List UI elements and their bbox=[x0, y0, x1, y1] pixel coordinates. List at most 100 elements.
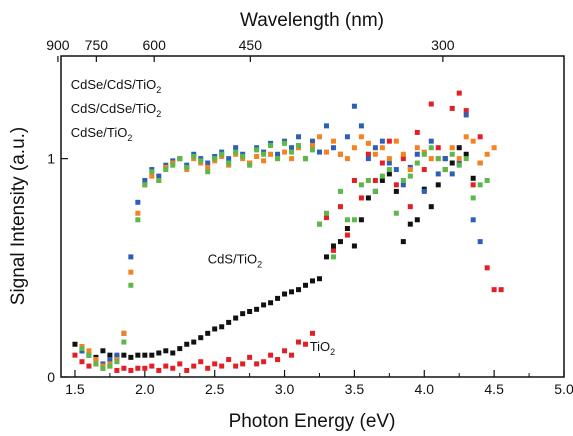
data-point bbox=[379, 145, 385, 151]
data-point bbox=[184, 341, 190, 347]
data-point bbox=[400, 239, 406, 245]
data-point bbox=[393, 138, 399, 144]
top-tick-label: 750 bbox=[85, 37, 109, 53]
data-point bbox=[261, 302, 267, 308]
data-point bbox=[435, 156, 441, 162]
x-tick-label: 2.5 bbox=[205, 381, 225, 397]
data-point bbox=[114, 367, 120, 373]
data-point bbox=[198, 335, 204, 341]
data-point bbox=[365, 156, 371, 162]
data-point bbox=[205, 365, 211, 371]
top-tick-label: 300 bbox=[431, 37, 455, 53]
data-point bbox=[365, 177, 371, 183]
y-axis-title: Signal Intensity (a.u.) bbox=[8, 127, 29, 305]
data-point bbox=[296, 143, 302, 149]
data-point bbox=[289, 352, 295, 358]
data-point bbox=[393, 167, 399, 173]
data-point bbox=[351, 217, 357, 223]
data-point bbox=[268, 143, 274, 149]
data-point bbox=[414, 151, 420, 157]
data-point bbox=[414, 129, 420, 135]
data-point bbox=[393, 188, 399, 194]
plot-frame bbox=[60, 55, 565, 378]
data-point bbox=[93, 357, 99, 363]
data-point bbox=[184, 164, 190, 170]
top-tick-label: 450 bbox=[239, 37, 263, 53]
data-point bbox=[107, 352, 113, 358]
data-points bbox=[72, 90, 504, 373]
data-point bbox=[372, 188, 378, 194]
data-point bbox=[323, 215, 329, 221]
data-point bbox=[477, 160, 483, 166]
x-tick-label: 1.5 bbox=[65, 381, 85, 397]
data-point bbox=[344, 226, 350, 232]
data-point bbox=[240, 361, 246, 367]
data-point bbox=[323, 254, 329, 260]
data-point bbox=[330, 243, 336, 249]
data-point bbox=[351, 145, 357, 151]
data-point bbox=[400, 182, 406, 188]
data-point bbox=[407, 173, 413, 179]
data-point bbox=[449, 105, 455, 111]
data-point bbox=[435, 171, 441, 177]
data-point bbox=[379, 160, 385, 166]
data-point bbox=[470, 175, 476, 181]
data-point bbox=[386, 138, 392, 144]
data-point bbox=[463, 112, 469, 118]
data-point bbox=[205, 169, 211, 175]
data-point bbox=[491, 145, 497, 151]
data-point bbox=[463, 134, 469, 140]
data-point bbox=[128, 354, 134, 360]
data-point bbox=[114, 359, 120, 365]
data-point bbox=[491, 287, 497, 293]
data-point bbox=[449, 151, 455, 157]
data-point bbox=[86, 363, 92, 369]
data-point bbox=[337, 239, 343, 245]
data-point bbox=[442, 156, 448, 162]
data-point bbox=[275, 295, 281, 301]
data-point bbox=[330, 254, 336, 260]
data-point bbox=[163, 363, 169, 369]
data-point bbox=[282, 291, 288, 297]
data-point bbox=[463, 156, 469, 162]
axis-ticks bbox=[57, 56, 565, 378]
data-point bbox=[177, 156, 183, 162]
data-point bbox=[107, 357, 113, 363]
data-point bbox=[170, 162, 176, 168]
data-point bbox=[386, 160, 392, 166]
data-point bbox=[303, 282, 309, 288]
data-point bbox=[240, 311, 246, 317]
data-point bbox=[240, 153, 246, 159]
data-point bbox=[121, 365, 127, 371]
data-point bbox=[226, 160, 232, 166]
data-point bbox=[428, 156, 434, 162]
data-point bbox=[449, 160, 455, 166]
data-point bbox=[128, 254, 134, 260]
data-point bbox=[268, 300, 274, 306]
data-point bbox=[428, 101, 434, 107]
data-point bbox=[114, 352, 120, 358]
data-point bbox=[344, 156, 350, 162]
data-point bbox=[163, 167, 169, 173]
data-point bbox=[484, 177, 490, 183]
data-point bbox=[86, 352, 92, 358]
data-point bbox=[477, 134, 483, 140]
data-point bbox=[393, 182, 399, 188]
data-point bbox=[282, 348, 288, 354]
data-point bbox=[142, 177, 148, 183]
data-point bbox=[142, 182, 148, 188]
data-point bbox=[435, 182, 441, 188]
data-point bbox=[261, 359, 267, 365]
data-point bbox=[358, 134, 364, 140]
data-point bbox=[268, 352, 274, 358]
data-point bbox=[386, 171, 392, 177]
x-tick-label: 3.0 bbox=[275, 381, 295, 397]
data-point bbox=[100, 348, 106, 354]
annotation-label: TiO2 bbox=[310, 339, 335, 357]
x-tick-label: 3.5 bbox=[345, 381, 365, 397]
data-point bbox=[407, 204, 413, 210]
data-point bbox=[414, 145, 420, 151]
data-point bbox=[421, 167, 427, 173]
data-point bbox=[233, 149, 239, 155]
